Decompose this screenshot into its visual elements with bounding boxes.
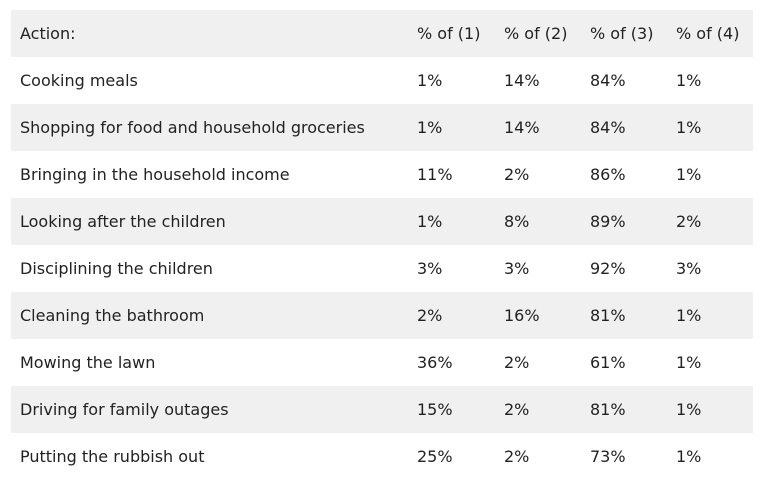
cell-pct-3: 89% <box>590 212 626 231</box>
cell-pct-2: 8% <box>504 212 530 231</box>
cell-action: Mowing the lawn <box>20 353 156 372</box>
cell-pct-2: 14% <box>504 71 540 90</box>
table-header-row: Action: % of (1) % of (2) % of (3) % of … <box>11 10 753 57</box>
table-row: Cooking meals 1% 14% 84% 1% <box>11 57 753 104</box>
cell-pct-2: 14% <box>504 118 540 137</box>
cell-pct-2: 2% <box>504 400 530 419</box>
cell-pct-4: 1% <box>676 165 702 184</box>
cell-pct-3: 61% <box>590 353 626 372</box>
cell-pct-4: 2% <box>676 212 702 231</box>
cell-pct-4: 1% <box>676 306 702 325</box>
cell-pct-4: 1% <box>676 447 702 466</box>
cell-pct-4: 1% <box>676 353 702 372</box>
cell-pct-1: 1% <box>417 71 443 90</box>
table-row: Driving for family outages 15% 2% 81% 1% <box>11 386 753 433</box>
table-row: Disciplining the children 3% 3% 92% 3% <box>11 245 753 292</box>
cell-pct-4: 1% <box>676 400 702 419</box>
header-pct-3: % of (3) <box>590 24 654 43</box>
cell-pct-3: 86% <box>590 165 626 184</box>
cell-pct-1: 15% <box>417 400 453 419</box>
cell-pct-1: 1% <box>417 212 443 231</box>
cell-pct-1: 36% <box>417 353 453 372</box>
cell-action: Disciplining the children <box>20 259 213 278</box>
table-row: Putting the rubbish out 25% 2% 73% 1% <box>11 433 753 480</box>
cell-pct-2: 2% <box>504 165 530 184</box>
table-row: Shopping for food and household grocerie… <box>11 104 753 151</box>
header-action: Action: <box>20 24 76 43</box>
cell-action: Putting the rubbish out <box>20 447 205 466</box>
cell-pct-1: 3% <box>417 259 443 278</box>
table-row: Cleaning the bathroom 2% 16% 81% 1% <box>11 292 753 339</box>
cell-pct-1: 1% <box>417 118 443 137</box>
cell-pct-4: 1% <box>676 118 702 137</box>
cell-pct-3: 92% <box>590 259 626 278</box>
cell-pct-4: 1% <box>676 71 702 90</box>
survey-table: Action: % of (1) % of (2) % of (3) % of … <box>11 10 753 480</box>
cell-pct-1: 25% <box>417 447 453 466</box>
table-row: Looking after the children 1% 8% 89% 2% <box>11 198 753 245</box>
cell-pct-4: 3% <box>676 259 702 278</box>
cell-pct-2: 2% <box>504 447 530 466</box>
table-row: Mowing the lawn 36% 2% 61% 1% <box>11 339 753 386</box>
survey-table-container: Action: % of (1) % of (2) % of (3) % of … <box>11 10 753 480</box>
cell-pct-3: 81% <box>590 306 626 325</box>
cell-action: Bringing in the household income <box>20 165 290 184</box>
cell-action: Cleaning the bathroom <box>20 306 205 325</box>
cell-action: Driving for family outages <box>20 400 229 419</box>
cell-pct-3: 81% <box>590 400 626 419</box>
cell-pct-3: 84% <box>590 118 626 137</box>
table-row: Bringing in the household income 11% 2% … <box>11 151 753 198</box>
cell-pct-2: 16% <box>504 306 540 325</box>
cell-pct-3: 84% <box>590 71 626 90</box>
header-pct-4: % of (4) <box>676 24 740 43</box>
cell-action: Shopping for food and household grocerie… <box>20 118 365 137</box>
cell-pct-3: 73% <box>590 447 626 466</box>
header-pct-1: % of (1) <box>417 24 481 43</box>
cell-pct-1: 11% <box>417 165 453 184</box>
header-pct-2: % of (2) <box>504 24 568 43</box>
cell-pct-1: 2% <box>417 306 443 325</box>
cell-action: Looking after the children <box>20 212 226 231</box>
cell-pct-2: 3% <box>504 259 530 278</box>
cell-action: Cooking meals <box>20 71 138 90</box>
cell-pct-2: 2% <box>504 353 530 372</box>
